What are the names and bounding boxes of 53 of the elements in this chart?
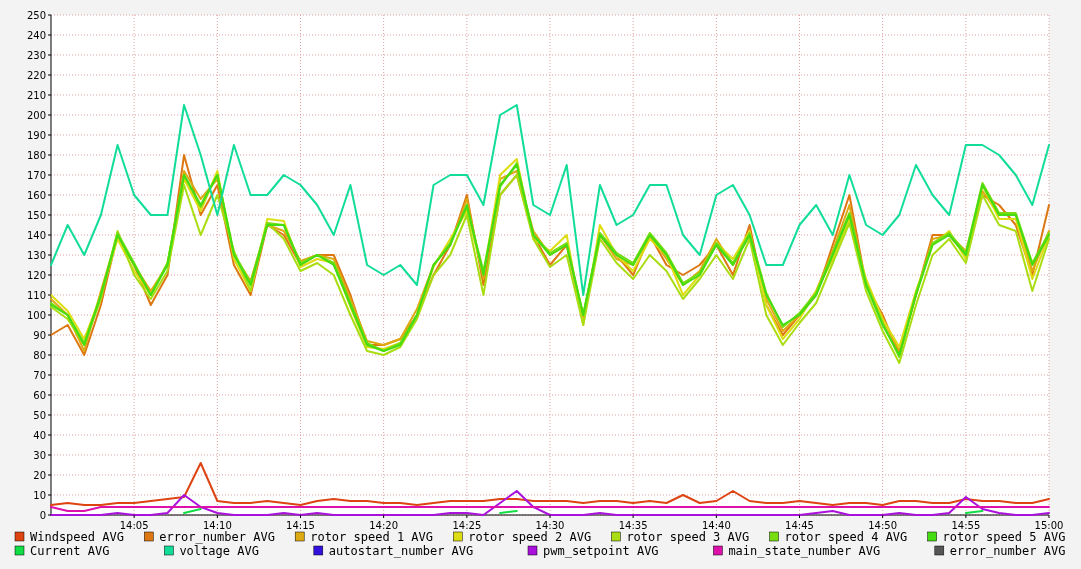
y-tick-label: 200 [26, 109, 46, 121]
legend-label: pwm_setpoint AVG [543, 544, 659, 558]
legend-label: error_number AVG [949, 544, 1066, 558]
legend-label: autostart_number AVG [328, 544, 474, 558]
y-tick-label: 50 [33, 409, 46, 421]
legend-label: Windspeed AVG [30, 530, 124, 544]
y-tick-label: 240 [26, 29, 46, 41]
x-tick-label: 14:40 [701, 520, 731, 531]
x-tick-label: 14:55 [951, 520, 981, 531]
x-tick-label: 14:20 [369, 520, 399, 531]
y-tick-label: 30 [33, 449, 46, 461]
y-tick-label: 10 [33, 489, 46, 501]
y-tick-label: 170 [26, 169, 46, 181]
y-tick-label: 20 [33, 469, 46, 481]
y-tick-label: 100 [26, 309, 46, 321]
x-tick-label: 14:50 [868, 520, 898, 531]
legend-label: rotor speed 1 AVG [310, 530, 434, 544]
y-tick-label: 150 [26, 209, 46, 221]
y-tick-label: 60 [33, 389, 46, 401]
x-tick-label: 14:30 [535, 520, 565, 531]
line-series [50, 462, 1050, 506]
y-tick-label: 160 [26, 189, 46, 201]
legend-label: rotor speed 2 AVG [468, 530, 592, 544]
y-tick-label: 250 [26, 9, 46, 21]
y-tick-label: 80 [33, 349, 46, 361]
y-tick-label: 140 [26, 229, 46, 241]
y-tick-label: 190 [26, 129, 46, 141]
y-tick-label: 120 [26, 269, 46, 281]
legend-label: error_number AVG [159, 530, 275, 544]
y-tick-label: 110 [26, 289, 46, 301]
legend-label: main_state_number AVG [728, 544, 881, 558]
legend-label: rotor speed 3 AVG [626, 530, 750, 544]
x-tick-label: 14:25 [452, 520, 482, 531]
x-tick-label: 14:35 [618, 520, 648, 531]
x-tick-label: 14:10 [202, 520, 232, 531]
y-tick-label: 230 [26, 49, 46, 61]
y-tick-label: 0 [39, 509, 46, 521]
x-tick-label: 14:05 [119, 520, 149, 531]
y-tick-label: 90 [33, 329, 46, 341]
line-series [50, 104, 1050, 296]
y-tick-label: 40 [33, 429, 46, 441]
y-tick-label: 70 [33, 369, 46, 381]
legend-label: rotor speed 5 AVG [942, 530, 1066, 544]
x-tick-label: 15:00 [1034, 520, 1064, 531]
x-tick-label: 14:45 [785, 520, 814, 531]
legend-label: Current AVG [30, 544, 110, 558]
y-tick-label: 210 [26, 89, 46, 101]
legend-label: rotor speed 4 AVG [784, 530, 908, 544]
y-tick-label: 220 [26, 69, 46, 81]
y-tick-label: 130 [26, 249, 46, 261]
legend-label: voltage AVG [179, 544, 259, 558]
x-tick-label: 14:15 [286, 520, 315, 531]
y-tick-label: 180 [26, 149, 46, 161]
